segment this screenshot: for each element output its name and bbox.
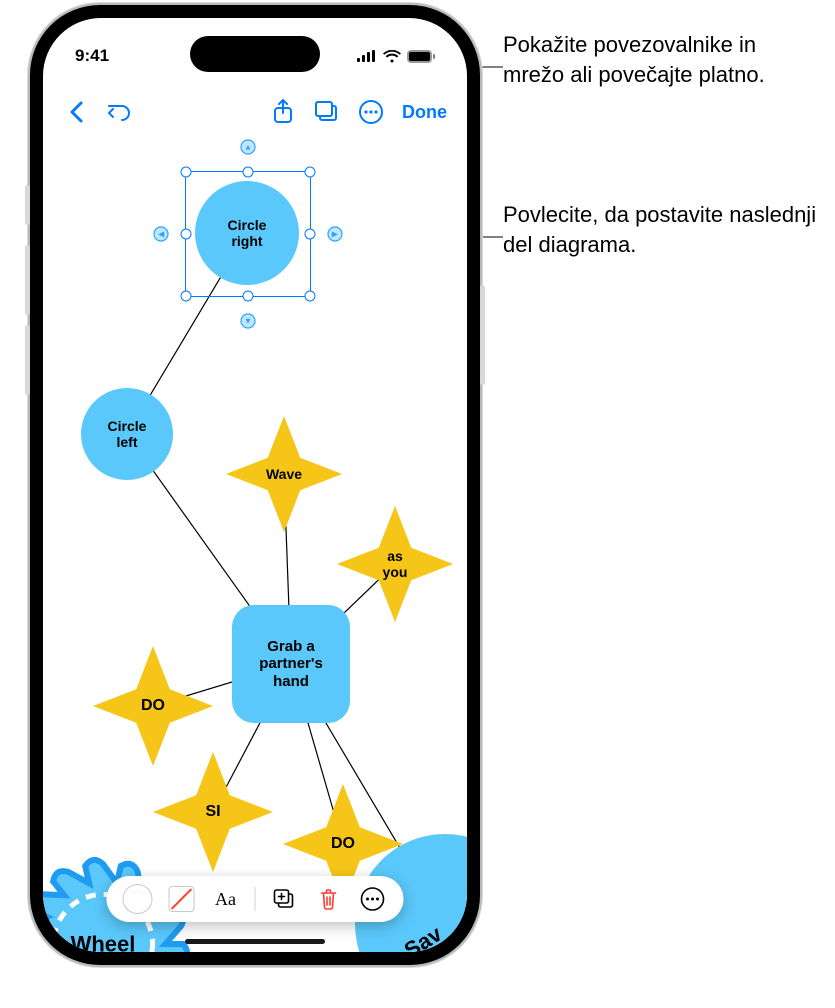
selection-box[interactable]: ▲▼◀▶ [185, 171, 311, 297]
share-button[interactable] [268, 97, 298, 127]
connector-handle[interactable]: ▼ [240, 313, 256, 329]
divider [255, 887, 256, 911]
callout-middle: Povlecite, da postavite naslednji del di… [503, 200, 823, 259]
status-time: 9:41 [75, 46, 109, 66]
selection-handle[interactable] [243, 291, 254, 302]
undo-button[interactable] [105, 97, 135, 127]
node-si[interactable] [153, 752, 273, 872]
more-button[interactable] [356, 97, 386, 127]
shape-more-button[interactable] [358, 884, 388, 914]
node-wave[interactable] [226, 416, 342, 532]
node-asyou[interactable] [337, 506, 453, 622]
callout-top: Pokažite povezovalnike in mrežo ali pove… [503, 30, 823, 89]
fill-color-button[interactable] [123, 884, 153, 914]
selection-handle[interactable] [305, 167, 316, 178]
phone-frame: 9:41 [30, 5, 480, 965]
done-button[interactable]: Done [400, 102, 449, 123]
selection-handle[interactable] [181, 167, 192, 178]
cellular-icon [357, 50, 377, 62]
connector-handle[interactable]: ▲ [240, 139, 256, 155]
duplicate-button[interactable] [270, 884, 300, 914]
node-do_tl[interactable] [93, 646, 213, 766]
home-indicator [185, 939, 325, 944]
selection-handle[interactable] [305, 291, 316, 302]
stroke-none-button[interactable] [167, 884, 197, 914]
back-button[interactable] [61, 97, 91, 127]
canvas[interactable]: Circle rightCircle leftGrab a partner's … [43, 134, 467, 952]
canvas-options-button[interactable] [312, 97, 342, 127]
battery-icon [407, 50, 435, 63]
selection-handle[interactable] [243, 167, 254, 178]
delete-button[interactable] [314, 884, 344, 914]
node-center[interactable] [232, 605, 350, 723]
selection-handle[interactable] [181, 229, 192, 240]
selection-handle[interactable] [305, 229, 316, 240]
selection-handle[interactable] [181, 291, 192, 302]
connector-handle[interactable]: ▶ [327, 226, 343, 242]
format-toolbar: Aa [107, 876, 404, 922]
connector-handle[interactable]: ◀ [153, 226, 169, 242]
text-style-button[interactable]: Aa [211, 884, 241, 914]
toolbar: Done [43, 90, 467, 134]
dynamic-island [190, 36, 320, 72]
node-circle_left[interactable] [81, 388, 173, 480]
wifi-icon [383, 50, 401, 63]
